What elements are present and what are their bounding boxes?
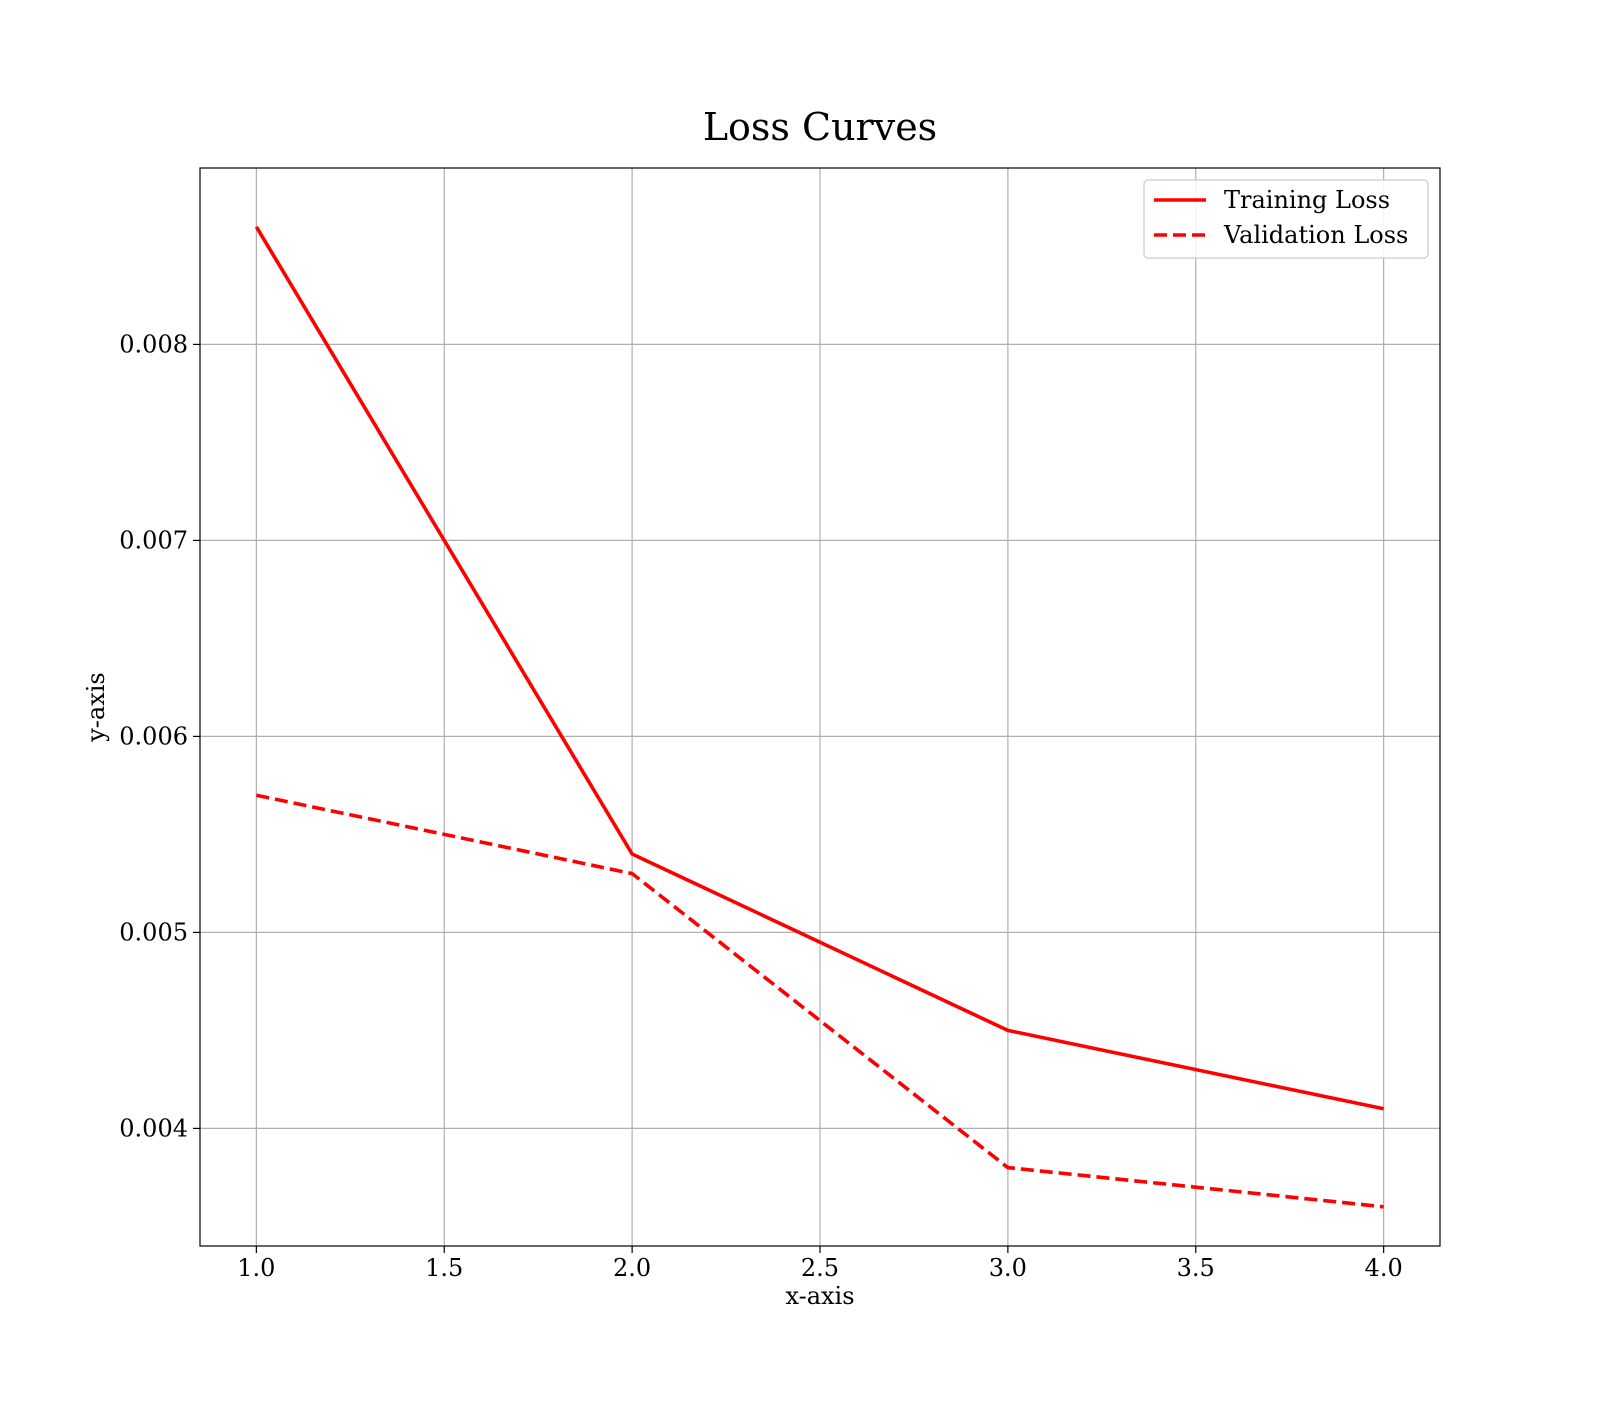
y-tick-label: 0.004 [119, 1114, 188, 1142]
chart-title: Loss Curves [703, 105, 937, 149]
x-tick-label: 2.0 [613, 1254, 651, 1282]
y-tick-label: 0.006 [119, 722, 188, 750]
grid-layer [200, 168, 1440, 1246]
y-tick-label: 0.005 [119, 918, 188, 946]
tick-layer: 1.0 1.5 2.0 2.5 3.0 3.5 4.0 0.004 0.005 0.006 0.00… [119, 330, 1402, 1282]
legend: Training Loss Validation Loss [1144, 180, 1428, 258]
y-tick-label: 0.007 [119, 526, 188, 554]
x-tick-label: 4.0 [1365, 1254, 1403, 1282]
y-tick-label: 0.008 [119, 330, 188, 358]
x-axis-label: x-axis [785, 1282, 854, 1310]
x-tick-label: 2.5 [801, 1254, 839, 1282]
x-tick-label: 1.0 [237, 1254, 275, 1282]
x-tick-label: 3.5 [1177, 1254, 1215, 1282]
y-axis-label: y-axis [82, 672, 110, 743]
legend-label: Validation Loss [1223, 221, 1408, 249]
legend-label: Training Loss [1224, 186, 1390, 214]
x-tick-label: 1.5 [425, 1254, 463, 1282]
x-tick-label: 3.0 [989, 1254, 1027, 1282]
